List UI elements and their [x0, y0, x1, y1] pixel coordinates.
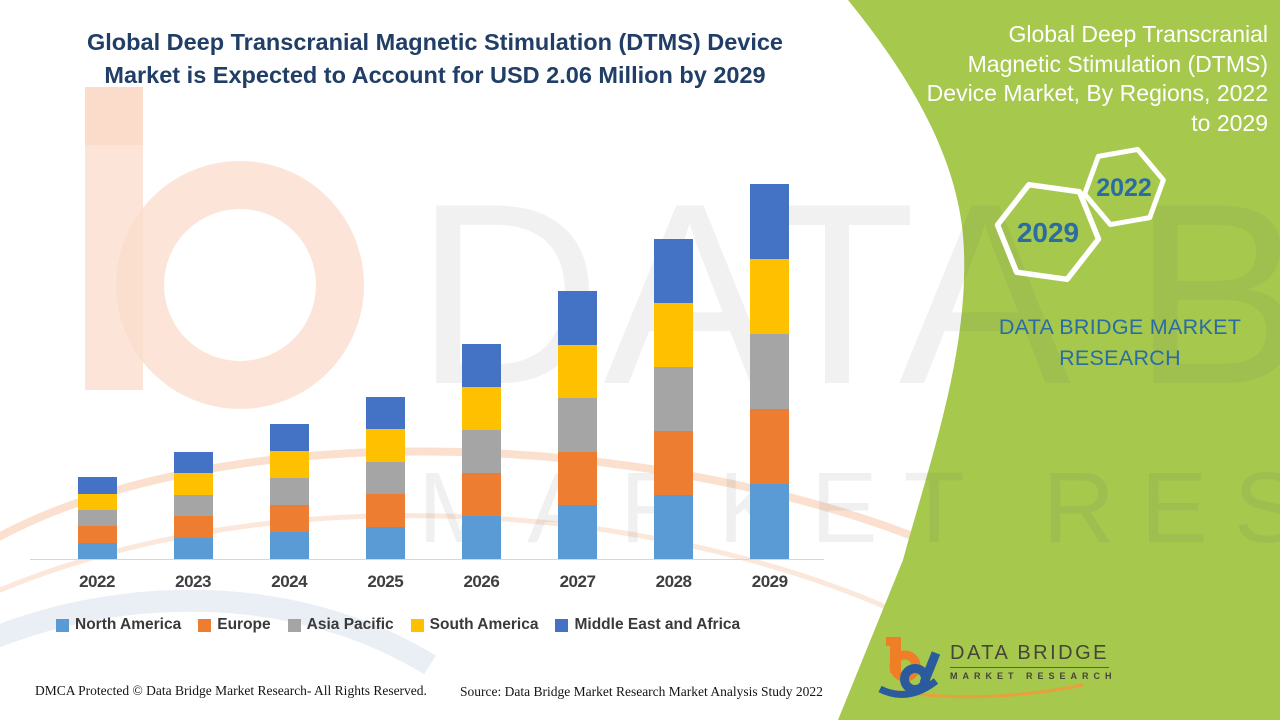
bar-segment-middle-east-and-africa: [173, 451, 213, 474]
bar-segment-europe: [365, 494, 405, 527]
legend-swatch-icon: [198, 618, 212, 632]
footer-dmca-notice: DMCA Protected © Data Bridge Market Rese…: [35, 683, 427, 698]
brand-caption-line2: RESEARCH: [1059, 346, 1181, 370]
legend-item-europe: Europe: [198, 616, 271, 634]
bar-segment-europe: [269, 505, 309, 533]
bar-segment-middle-east-and-africa: [269, 424, 309, 452]
bar-segment-europe: [77, 526, 117, 543]
panel-heading: Global Deep Transcranial Magnetic Stimul…: [868, 20, 1268, 138]
bar-segment-north-america: [77, 542, 117, 559]
brand-caption: DATA BRIDGE MARKET RESEARCH: [970, 312, 1270, 374]
stacked-bar-2023: [173, 451, 213, 559]
bar-segment-asia-pacific: [269, 478, 309, 506]
legend-swatch-icon: [287, 618, 301, 632]
chart-legend: North America Europe Asia Pacific South Ame…: [56, 612, 836, 638]
panel-heading-line: Global Deep Transcranial: [1008, 21, 1268, 47]
legend-item-asia-pacific: Asia Pacific: [287, 616, 394, 634]
bar-segment-europe: [173, 516, 213, 538]
stacked-bar-2027: [558, 291, 597, 559]
legend-label: Middle East and Africa: [574, 616, 741, 633]
x-axis-label-2026: 2026: [463, 572, 500, 591]
stacked-bar-2026: [461, 344, 501, 559]
legend-swatch-icon: [410, 618, 424, 632]
legend-item-south-america: South America: [410, 616, 539, 634]
bar-segment-south-america: [77, 493, 117, 510]
bar-segment-asia-pacific: [750, 334, 790, 409]
bar-segment-north-america: [558, 505, 597, 559]
bar-segment-north-america: [654, 494, 694, 559]
stacked-bar-2022: [77, 477, 117, 559]
chart-title: Global Deep Transcranial Magnetic Stimul…: [50, 26, 820, 92]
chart-title-line2: Market is Expected to Account for USD 2.…: [104, 62, 766, 88]
x-axis-line: [30, 559, 824, 560]
bar-segment-middle-east-and-africa: [365, 397, 405, 430]
bar-segment-north-america: [750, 484, 790, 559]
bar-segment-middle-east-and-africa: [77, 477, 117, 494]
bar-segment-middle-east-and-africa: [461, 344, 501, 388]
bar-segment-south-america: [750, 259, 790, 334]
legend-swatch-icon: [555, 618, 569, 632]
bar-segment-europe: [461, 473, 501, 517]
bar-segment-asia-pacific: [654, 366, 694, 431]
bar-segment-middle-east-and-africa: [558, 291, 597, 345]
bar-segment-south-america: [365, 429, 405, 462]
stacked-bar-2025: [365, 397, 405, 559]
bar-plot-area: [30, 184, 822, 559]
bar-segment-asia-pacific: [461, 430, 501, 474]
bar-segment-south-america: [173, 473, 213, 495]
chart-title-line1: Global Deep Transcranial Magnetic Stimul…: [86, 29, 783, 55]
legend-item-north-america: North America: [56, 616, 181, 634]
footer-source-note: Source: Data Bridge Market Research Mark…: [460, 684, 823, 699]
legend-label: Asia Pacific: [306, 616, 394, 633]
bar-segment-asia-pacific: [558, 398, 597, 452]
hexagon-2022-label: 2022: [1096, 174, 1152, 202]
bar-segment-north-america: [461, 516, 501, 559]
company-logo: DATA BRIDGE MARKET RESEARCH: [878, 633, 1138, 708]
bar-segment-europe: [750, 409, 790, 484]
brand-caption-line1: DATA BRIDGE MARKET: [998, 315, 1242, 339]
x-axis-label-2028: 2028: [655, 572, 692, 591]
panel-heading-line: Magnetic Stimulation (DTMS): [967, 50, 1268, 77]
legend-label: North America: [75, 616, 182, 633]
bar-segment-south-america: [461, 387, 501, 431]
x-axis-label-2022: 2022: [79, 572, 115, 591]
stacked-bar-2028: [654, 238, 694, 559]
logo-text-block: DATA BRIDGE MARKET RESEARCH: [950, 642, 1117, 681]
x-axis-label-2027: 2027: [559, 572, 596, 591]
bar-segment-south-america: [269, 451, 309, 479]
bar-segment-north-america: [173, 537, 213, 559]
bar-segment-asia-pacific: [173, 494, 213, 517]
bar-segment-asia-pacific: [365, 461, 405, 495]
bar-segment-south-america: [558, 344, 597, 399]
bar-segment-north-america: [269, 532, 309, 559]
x-axis-label-2023: 2023: [175, 572, 211, 591]
bar-segment-middle-east-and-africa: [750, 184, 790, 259]
bar-segment-north-america: [365, 526, 405, 559]
year-hexagons: 2022 2029: [994, 146, 1166, 283]
x-axis-labels: 2022 2023 2024 2025 2026 2027 2028 2029: [30, 572, 822, 596]
legend-label: South America: [429, 616, 539, 633]
legend-item-middle-east-and-africa: Middle East and Africa: [555, 616, 740, 634]
stacked-bar-2024: [269, 424, 309, 559]
bar-segment-south-america: [654, 302, 694, 367]
legend-swatch-icon: [56, 618, 69, 632]
logo-subtitle: MARKET RESEARCH: [950, 671, 1117, 681]
hexagon-2029-label: 2029: [1017, 217, 1079, 248]
logo-title: DATA BRIDGE: [950, 642, 1110, 668]
x-axis-label-2025: 2025: [367, 572, 404, 591]
bar-segment-asia-pacific: [77, 509, 117, 527]
legend-label: Europe: [217, 616, 271, 633]
panel-heading-line: Device Market, By Regions, 2022: [926, 80, 1268, 106]
x-axis-label-2029: 2029: [751, 572, 788, 591]
bar-segment-middle-east-and-africa: [654, 238, 694, 303]
bar-segment-europe: [654, 430, 694, 495]
stacked-bar-2029: [750, 184, 790, 559]
bar-segment-europe: [558, 451, 597, 506]
x-axis-label-2024: 2024: [271, 572, 308, 591]
